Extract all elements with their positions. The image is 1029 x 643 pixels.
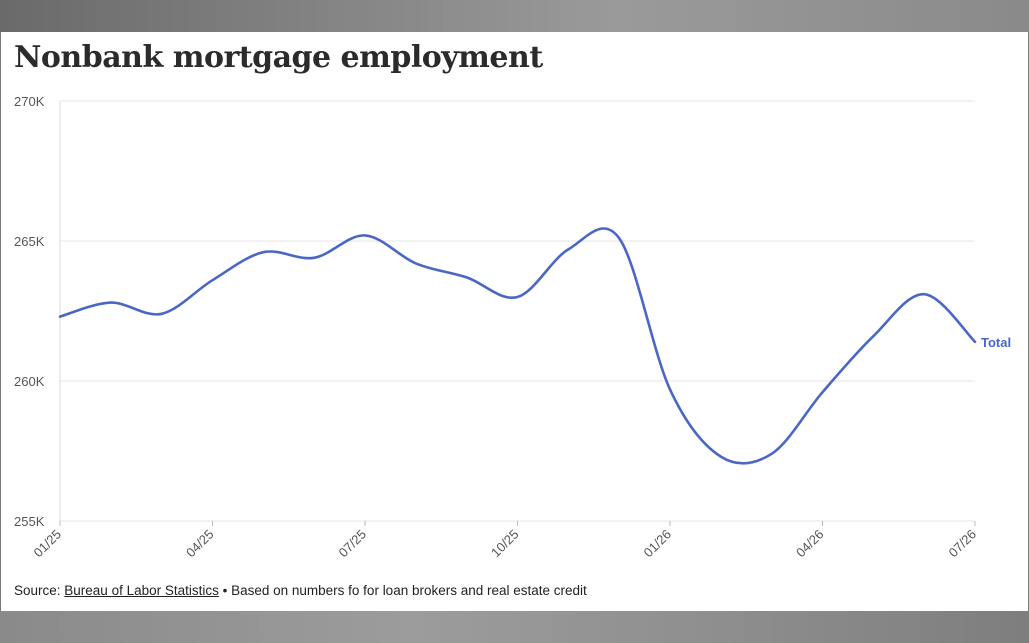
x-tick-label: 07/26 xyxy=(946,527,980,561)
chart-title: Nonbank mortgage employment xyxy=(14,40,543,75)
source-link[interactable]: Bureau of Labor Statistics xyxy=(64,583,219,598)
chart-card xyxy=(1,32,1028,611)
y-tick-label: 265K xyxy=(14,234,45,249)
x-axis: 01/25 04/25 07/25 10/25 01/26 04/26 07/26 xyxy=(31,521,980,561)
x-tick-label: 01/26 xyxy=(641,527,675,561)
series-line-total xyxy=(58,227,977,465)
background-top xyxy=(0,0,1029,32)
y-axis: 270K 265K 260K 255K xyxy=(14,94,61,529)
series-label-total: Total xyxy=(981,335,1011,350)
background-bottom xyxy=(0,611,1029,643)
y-tick-label: 270K xyxy=(14,94,45,109)
x-tick-label: 04/25 xyxy=(183,527,217,561)
series-layer: Total xyxy=(58,227,1011,465)
source-footer: Source: Bureau of Labor Statistics • Bas… xyxy=(14,583,587,598)
x-tick-label: 07/25 xyxy=(336,527,370,561)
y-tick-label: 260K xyxy=(14,374,45,389)
gridlines xyxy=(60,100,975,522)
y-tick-label: 255K xyxy=(14,514,45,529)
source-note: • Based on numbers fo for loan brokers a… xyxy=(218,583,587,598)
x-tick-label: 01/25 xyxy=(31,527,65,561)
source-prefix: Source: xyxy=(14,583,65,598)
x-tick-label: 10/25 xyxy=(488,527,522,561)
x-tick-label: 04/26 xyxy=(793,527,827,561)
